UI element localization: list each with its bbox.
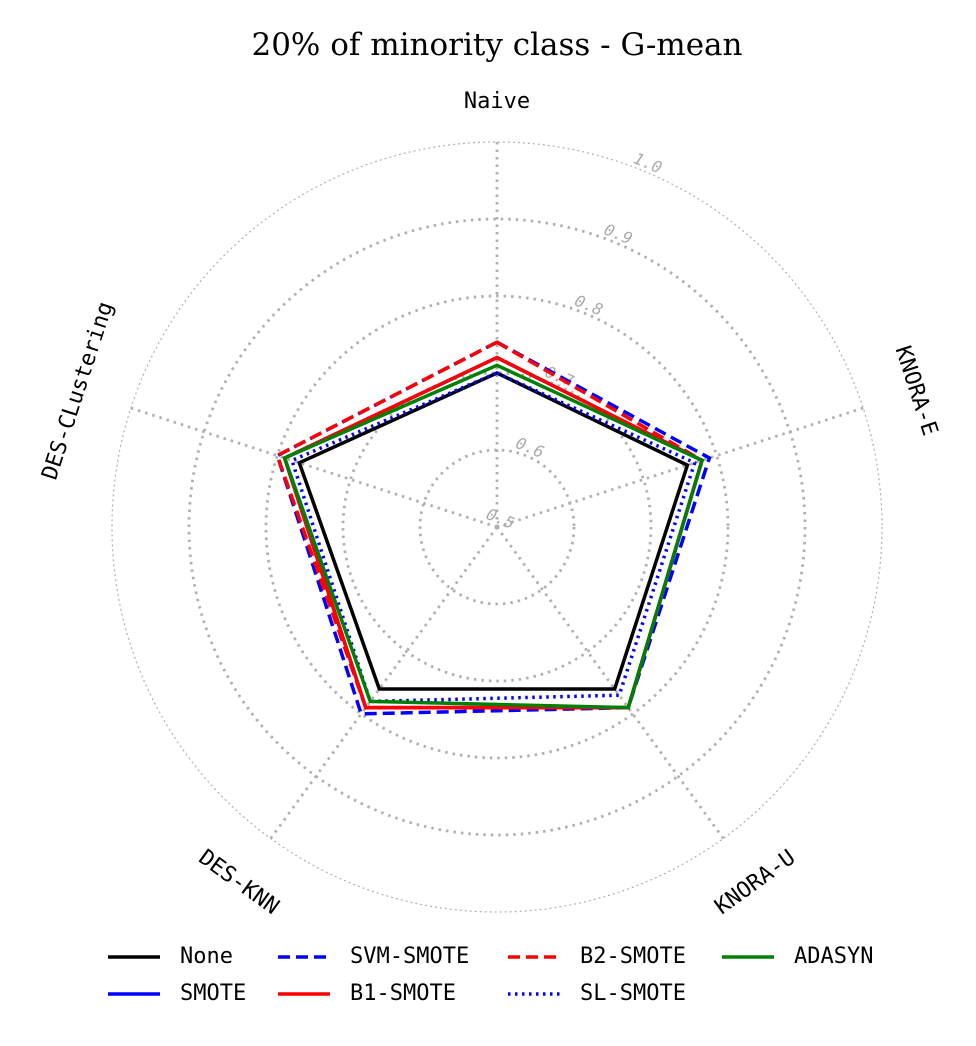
radar-grid bbox=[111, 141, 883, 913]
axis-label-knora-u: KNORA-U bbox=[710, 845, 800, 920]
spoke-3 bbox=[269, 526, 499, 840]
legend-label-b2-smote: B2-SMOTE bbox=[580, 944, 686, 969]
grid-ring-4 bbox=[187, 217, 807, 837]
legend-label-adasyn: ADASYN bbox=[794, 944, 873, 969]
axis-label-des-clustering: DES-CLustering bbox=[38, 299, 119, 483]
tick-label-5: 1.0 bbox=[631, 149, 665, 178]
legend-label-b1-smote: B1-SMOTE bbox=[350, 981, 456, 1006]
grid-ring-5 bbox=[111, 141, 883, 913]
tick-label-4: 0.9 bbox=[601, 220, 635, 249]
legend-label-sl-smote: SL-SMOTE bbox=[580, 981, 686, 1006]
tick-label-2: 0.7 bbox=[542, 362, 576, 391]
spoke-1 bbox=[496, 406, 864, 529]
tick-label-3: 0.8 bbox=[572, 291, 606, 320]
tick-label-1: 0.6 bbox=[513, 433, 547, 462]
legend-label-smote: SMOTE bbox=[180, 981, 246, 1006]
tick-label-0: 0.5 bbox=[483, 504, 517, 533]
series-adasyn bbox=[282, 363, 705, 710]
chart-title: 20% of minority class - G-mean bbox=[251, 27, 742, 63]
grid-ring-2 bbox=[341, 371, 653, 683]
radial-tick-labels: 0.5 0.6 0.7 0.8 0.9 1.0 bbox=[483, 149, 664, 533]
axis-label-des-knn: DES-KNN bbox=[194, 845, 284, 920]
legend-label-svm-smote: SVM-SMOTE bbox=[350, 944, 469, 969]
axis-label-naive: Naive bbox=[464, 89, 530, 114]
spoke-2 bbox=[495, 526, 725, 840]
series-lines bbox=[275, 340, 712, 716]
legend: None SMOTE SVM-SMOTE B1-SMOTE B2-SMOTE SL-SMO… bbox=[108, 944, 873, 1006]
grid-ring-3 bbox=[264, 294, 730, 760]
series-b2-smote bbox=[275, 340, 705, 710]
axis-label-knora-e: KNORA-E bbox=[890, 343, 942, 439]
series-none bbox=[297, 371, 690, 691]
legend-label-none: None bbox=[180, 944, 233, 969]
series-sl-smote bbox=[289, 371, 697, 704]
